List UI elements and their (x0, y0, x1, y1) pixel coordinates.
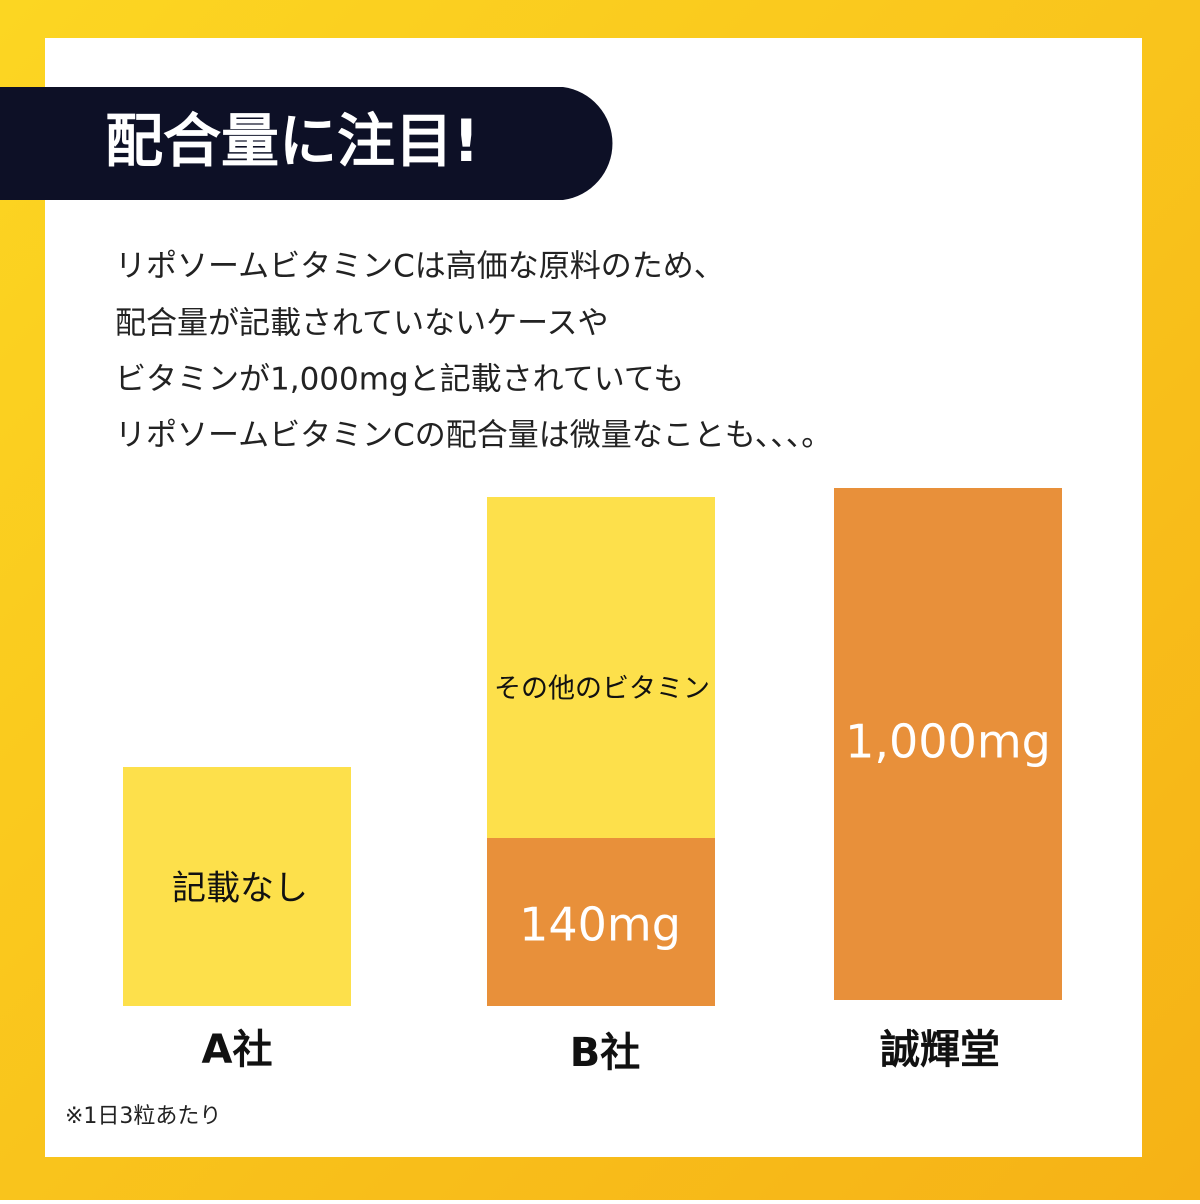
body-line: リポソームビタミンCは高価な原料のため、 (115, 249, 725, 285)
bar-a (123, 767, 351, 1006)
body-line: ビタミンが1,000mgと記載されていても (115, 362, 684, 398)
column-name: A社 (202, 1027, 273, 1073)
segment-label: 1,000mg (845, 715, 1051, 769)
body-text: リポソームビタミンCは高価な原料のため、 配合量が記載されていないケースや ビタ… (115, 249, 832, 454)
footnote: ※1日3粒あたり (65, 1104, 221, 1129)
bar-b-vitc (487, 838, 715, 1006)
segment-label: その他のビタミン (494, 674, 710, 705)
bar-c (834, 488, 1062, 1000)
segment-label: 140mg (519, 898, 681, 952)
segment-label: 記載なし (172, 869, 308, 909)
title-banner (0, 87, 613, 200)
bar-b-other (487, 497, 715, 838)
column-name: B社 (570, 1030, 641, 1076)
body-line: リポソームビタミンCの配合量は微量なことも、、、。 (115, 418, 832, 454)
body-line: 配合量が記載されていないケースや (115, 306, 609, 342)
column-name: 誠輝堂 (880, 1027, 1000, 1073)
title: 配合量に注目! (105, 107, 479, 175)
